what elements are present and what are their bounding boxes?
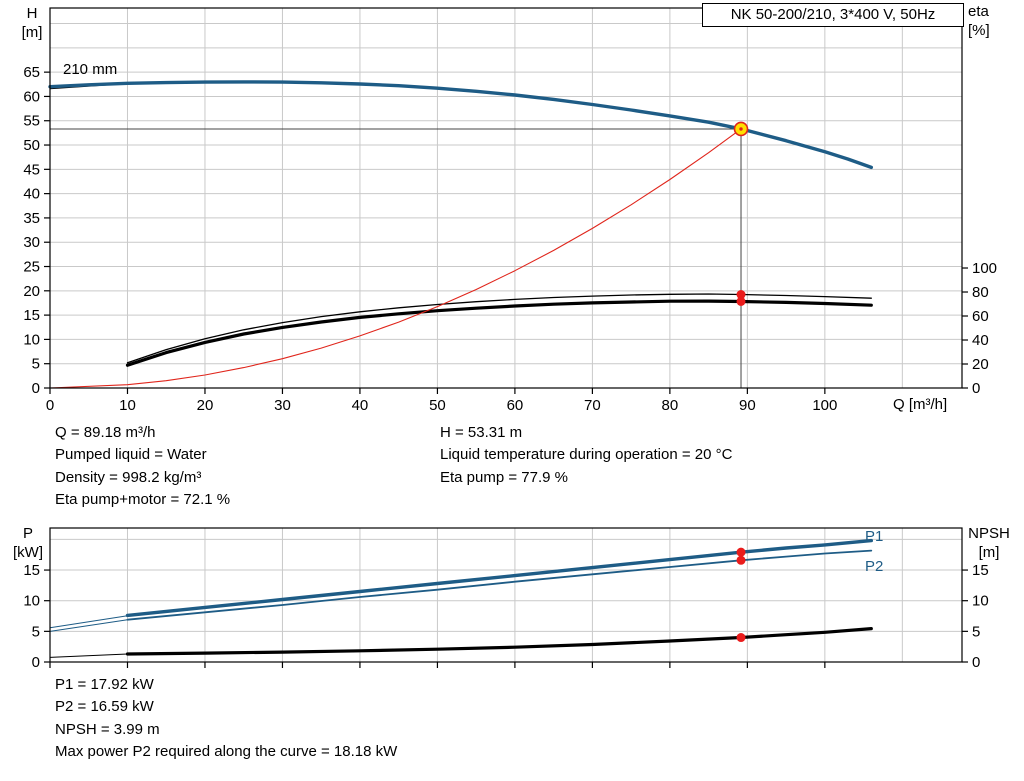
curve-system-curve [49, 128, 742, 389]
npsh-axis-title-symbol: NPSH [968, 525, 1010, 542]
duty-value-dot [736, 633, 746, 643]
annotation-flow: Q = 89.18 m³/h [55, 424, 156, 441]
p-axis-title: P [kW] [8, 524, 48, 562]
annotation-liquid-temperature: Liquid temperature during operation = 20… [440, 446, 733, 464]
x-axis-tick-label: 0 [46, 397, 54, 414]
annotation-eta-pump-motor: Eta pump+motor = 72.1 % [55, 491, 231, 509]
left-axis-tick-label: 5 [32, 623, 40, 640]
operating-data-column-1: Q = 89.18 m³/h Pumped liquid = Water Den… [55, 424, 230, 514]
left-axis-tick-label: 60 [23, 88, 40, 105]
power-npsh-chart: 0 5 10 15 0 5 10 15 [23, 527, 989, 671]
curve-npsh [125, 627, 873, 656]
left-axis-tick-label: 65 [23, 64, 40, 81]
annotation-max-power: Max power P2 required along the curve = … [55, 743, 398, 761]
duty-value-dot [736, 547, 746, 557]
duty-value-dot [736, 290, 746, 300]
operating-data-column-2: H = 53.31 m Liquid temperature during op… [440, 424, 732, 491]
curve-pump-210mm [48, 80, 873, 170]
right-axis-tick-label: 5 [972, 623, 980, 640]
impeller-diameter-label: 210 mm [63, 61, 118, 78]
annotation-head: H = 53.31 m [440, 424, 523, 441]
duty-value-dot [736, 296, 746, 306]
curve-eta-pump [126, 293, 872, 364]
annotation-density: Density = 998.2 kg/m³ [55, 468, 202, 486]
eta-axis-title-symbol: eta [968, 3, 989, 20]
right-axis-tick-label: 15 [972, 562, 989, 579]
x-axis-tick-label: 10 [119, 397, 136, 414]
left-axis-tick-label: 50 [23, 137, 40, 154]
left-axis-tick-label: 55 [23, 113, 40, 130]
curve-npsh-leader [49, 653, 128, 658]
plot-frame [49, 527, 963, 663]
curve-eta-pump-motor [125, 299, 873, 367]
x-axis-tick-label: 70 [584, 397, 601, 414]
right-axis-tick-label: 100 [972, 260, 997, 277]
npsh-axis-title: NPSH [m] [960, 524, 1018, 562]
right-axis-tick-label: 20 [972, 356, 989, 373]
power-data-column: P1 = 17.92 kW P2 = 16.59 kW NPSH = 3.99 … [55, 676, 397, 766]
annotation-pumped-liquid: Pumped liquid = Water [55, 446, 207, 464]
right-axis-tick-label: 0 [972, 380, 980, 397]
duty-point-center [739, 127, 743, 131]
left-axis-tick-label: 30 [23, 234, 40, 251]
q-axis-title: Q [m³/h] [893, 396, 948, 413]
p-axis-title-symbol: P [22, 525, 33, 542]
left-axis-tick-label: 5 [32, 356, 40, 373]
left-axis-tick-label: 35 [23, 210, 40, 227]
curve-p1-leader [49, 615, 128, 629]
duty-value-dot [736, 555, 746, 565]
annotation-npsh: NPSH = 3.99 m [55, 720, 160, 738]
curve-p1 [125, 538, 873, 618]
x-axis-tick-label: 50 [429, 397, 446, 414]
npsh-axis-title-unit: [m] [978, 544, 1000, 561]
x-axis-tick-label: 100 [812, 397, 837, 414]
pump-title-box: NK 50-200/210, 3*400 V, 50Hz [702, 3, 964, 27]
x-axis-tick-label: 90 [739, 397, 756, 414]
p1-curve-label: P1 [865, 528, 884, 545]
left-axis-tick-label: 0 [32, 380, 40, 397]
left-axis-tick-label: 10 [23, 593, 40, 610]
right-axis-tick-label: 10 [972, 593, 989, 610]
left-axis-tick-label: 15 [23, 562, 40, 579]
left-axis-tick-label: 40 [23, 186, 40, 203]
right-axis-tick-label: 60 [972, 308, 989, 325]
left-axis-tick-label: 15 [23, 307, 40, 324]
left-axis-tick-label: 20 [23, 283, 40, 300]
right-axis-tick-label: 80 [972, 284, 989, 301]
h-axis-title-symbol: H [26, 5, 38, 22]
p2-curve-label: P2 [865, 558, 884, 575]
eta-axis-title-unit: [%] [968, 22, 990, 39]
annotation-p2: P2 = 16.59 kW [55, 698, 154, 716]
right-axis-tick-label: 0 [972, 654, 980, 671]
x-axis-tick-label: 40 [352, 397, 369, 414]
x-axis-tick-label: 80 [662, 397, 679, 414]
left-axis-tick-label: 0 [32, 654, 40, 671]
qh-chart: 0 5 10 15 20 25 30 35 40 45 50 55 60 65 0 20 40 60 80 100 0 1… [23, 7, 997, 414]
plot-frame [49, 7, 963, 389]
annotation-eta-pump: Eta pump = 77.9 % [440, 468, 568, 486]
p-axis-title-unit: [kW] [13, 544, 43, 561]
h-axis-title-unit: [m] [21, 24, 43, 41]
eta-axis-title: eta [%] [968, 2, 1012, 40]
left-axis-tick-label: 45 [23, 161, 40, 178]
left-axis-tick-label: 25 [23, 259, 40, 276]
x-axis-tick-label: 20 [197, 397, 214, 414]
curve-p2 [126, 549, 873, 621]
right-axis-tick-label: 40 [972, 332, 989, 349]
x-axis-tick-label: 60 [507, 397, 524, 414]
annotation-p1: P1 = 17.92 kW [55, 676, 154, 693]
left-axis-tick-label: 10 [23, 331, 40, 348]
x-axis-tick-label: 30 [274, 397, 291, 414]
h-axis-title: H [m] [12, 4, 52, 42]
curve-p2-leader [49, 619, 128, 632]
